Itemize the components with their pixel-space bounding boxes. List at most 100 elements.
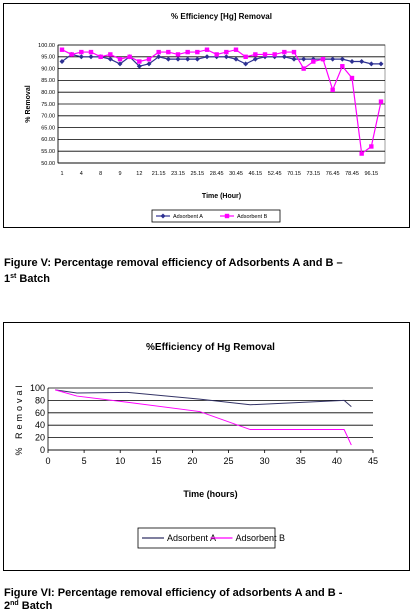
- caption-text: 2: [4, 600, 10, 612]
- caption: 1st Batch: [4, 273, 50, 285]
- y-tick-label: 95.00: [41, 55, 55, 61]
- data-point: [79, 49, 84, 55]
- data-point: [330, 87, 335, 93]
- data-point: [156, 49, 161, 55]
- data-point: [320, 56, 326, 62]
- y-tick-label: 100: [30, 383, 45, 393]
- data-point: [156, 54, 162, 60]
- y-tick-label: 75.00: [41, 102, 55, 108]
- x-tick-label: 35: [296, 456, 306, 466]
- y-tick-label: 90.00: [41, 66, 55, 72]
- y-tick-label: 85.00: [41, 78, 55, 84]
- data-point: [233, 47, 239, 52]
- x-tick-label: 78.45: [345, 171, 359, 177]
- y-axis-label: % Removal: [25, 85, 32, 122]
- y-tick-label: 70.00: [41, 114, 55, 120]
- data-point: [127, 54, 132, 59]
- caption: Figure VI: Percentage removal efficiency…: [4, 587, 343, 599]
- y-tick-label: 60: [35, 408, 45, 418]
- caption-sup: nd: [10, 600, 19, 607]
- y-tick-label: 40: [35, 420, 45, 430]
- x-tick-label: 96.15: [364, 171, 378, 177]
- data-point: [243, 61, 249, 67]
- data-point: [243, 54, 248, 59]
- data-point: [291, 56, 297, 62]
- x-tick-label: 46.15: [248, 171, 262, 177]
- data-point: [282, 49, 287, 55]
- x-tick-label: 23.15: [171, 171, 185, 177]
- x-tick-label: 45: [368, 456, 378, 466]
- x-tick-label: 21.15: [152, 171, 166, 177]
- data-point: [88, 54, 94, 60]
- y-axis-label: % Removal: [14, 382, 24, 455]
- data-point: [369, 144, 374, 149]
- data-point: [339, 56, 345, 62]
- caption: 2nd Batch: [4, 600, 53, 612]
- chart-title: % Efficiency [Hg] Removal: [171, 12, 272, 21]
- x-tick-label: 52.45: [268, 171, 282, 177]
- data-point: [253, 52, 258, 57]
- data-point: [330, 56, 336, 62]
- x-axis-label: Time (hours): [183, 489, 237, 499]
- series-line: [55, 389, 352, 446]
- series-line: [61, 49, 382, 155]
- data-point: [311, 59, 316, 64]
- data-point: [359, 59, 365, 65]
- legend-box: [151, 209, 281, 223]
- data-point: [59, 47, 65, 52]
- data-point: [291, 49, 297, 55]
- x-tick-label: 12: [136, 171, 142, 177]
- x-tick-label: 9: [118, 171, 121, 177]
- series-line: [61, 53, 381, 67]
- y-tick-label: 60.00: [41, 137, 55, 143]
- data-point: [175, 52, 181, 57]
- data-point: [204, 47, 210, 52]
- data-point: [117, 56, 123, 62]
- data-point: [223, 54, 229, 60]
- data-point: [378, 99, 384, 104]
- legend-label: Adsorbent A: [173, 214, 203, 220]
- y-tick-label: 20: [35, 433, 45, 443]
- data-point: [185, 49, 190, 55]
- data-point: [185, 56, 191, 62]
- x-tick-label: 20: [187, 456, 197, 466]
- data-point: [78, 54, 84, 60]
- y-tick-label: 0: [40, 445, 45, 455]
- legend-label: Adsorbent A: [167, 533, 216, 543]
- data-point: [378, 61, 384, 67]
- legend-label: Adsorbent B: [237, 214, 268, 220]
- x-tick-label: 4: [80, 171, 83, 177]
- data-point: [340, 64, 345, 69]
- data-point: [166, 49, 171, 55]
- caption-text: Batch: [16, 273, 50, 285]
- data-point: [117, 61, 123, 67]
- data-point: [301, 66, 306, 71]
- data-point: [301, 56, 307, 62]
- data-point: [165, 56, 171, 62]
- data-point: [349, 59, 355, 65]
- data-point: [252, 56, 258, 62]
- x-tick-label: 76.45: [326, 171, 340, 177]
- data-point: [272, 52, 277, 57]
- series-line: [55, 389, 352, 407]
- x-tick-label: 25: [224, 456, 234, 466]
- x-tick-label: 8: [99, 171, 102, 177]
- legend-box: [137, 527, 276, 549]
- caption: Figure V: Percentage removal efficiency …: [4, 257, 343, 269]
- data-point: [194, 56, 200, 62]
- data-point: [262, 52, 268, 57]
- data-point: [214, 52, 219, 57]
- y-tick-label: 80: [35, 395, 45, 405]
- y-tick-label: 100.00: [38, 43, 55, 49]
- y-tick-label: 80.00: [41, 90, 55, 96]
- data-point: [69, 52, 74, 57]
- data-point: [137, 59, 142, 64]
- caption-text: Figure V: Percentage removal efficiency …: [4, 257, 343, 269]
- x-tick-label: 30.45: [229, 171, 243, 177]
- data-point: [136, 63, 142, 69]
- data-point: [175, 56, 181, 62]
- y-tick-label: 50.00: [41, 161, 55, 167]
- legend-marker: [160, 213, 166, 219]
- x-tick-label: 1: [60, 171, 63, 177]
- data-point: [368, 61, 374, 67]
